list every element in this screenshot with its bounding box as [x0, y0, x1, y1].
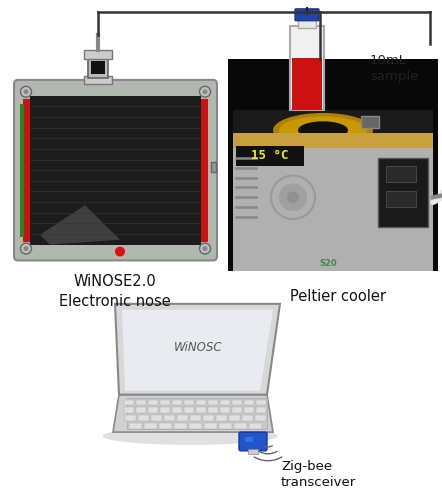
Bar	[233, 148, 433, 271]
Bar	[203, 415, 214, 421]
Bar	[84, 50, 112, 59]
Bar	[361, 116, 379, 128]
Bar	[20, 103, 24, 237]
Polygon shape	[115, 304, 280, 395]
Text: 10mL
sample: 10mL sample	[370, 54, 419, 83]
Bar	[159, 423, 172, 429]
Bar	[204, 423, 217, 429]
Bar	[129, 423, 142, 429]
Ellipse shape	[279, 116, 367, 144]
Bar	[256, 399, 266, 405]
Bar	[244, 407, 254, 413]
Bar	[292, 58, 322, 109]
Bar	[148, 407, 158, 413]
Text: WiNOSC: WiNOSC	[174, 341, 222, 354]
Circle shape	[202, 89, 207, 94]
Polygon shape	[122, 310, 273, 391]
Bar	[208, 407, 218, 413]
Bar	[233, 110, 433, 138]
Bar	[138, 415, 149, 421]
Bar	[177, 415, 188, 421]
Bar	[228, 59, 438, 271]
Bar	[386, 166, 416, 182]
Bar	[232, 407, 242, 413]
Bar	[136, 399, 146, 405]
Bar	[30, 96, 201, 245]
Bar	[23, 99, 30, 242]
Circle shape	[20, 243, 31, 254]
Bar	[144, 423, 157, 429]
Bar	[208, 399, 218, 405]
Circle shape	[202, 246, 207, 251]
Ellipse shape	[273, 113, 373, 148]
Bar	[298, 18, 316, 28]
Bar	[184, 407, 194, 413]
Text: Peltier cooler: Peltier cooler	[290, 289, 386, 304]
Bar	[232, 399, 242, 405]
Bar	[124, 399, 134, 405]
Bar	[234, 423, 247, 429]
Text: WiNOSE2.0
Electronic nose: WiNOSE2.0 Electronic nose	[59, 274, 171, 309]
Circle shape	[199, 243, 210, 254]
Circle shape	[20, 86, 31, 97]
Bar	[91, 61, 105, 74]
Bar	[220, 399, 230, 405]
Bar	[189, 423, 202, 429]
Bar	[233, 113, 433, 271]
Bar	[249, 423, 262, 429]
FancyBboxPatch shape	[295, 9, 319, 21]
Bar	[196, 399, 206, 405]
Polygon shape	[113, 395, 273, 432]
Bar	[184, 399, 194, 405]
Bar	[136, 407, 146, 413]
Bar	[248, 449, 258, 454]
Circle shape	[23, 89, 28, 94]
Bar	[172, 399, 182, 405]
Bar	[386, 192, 416, 207]
Bar	[88, 58, 108, 78]
Bar	[201, 99, 208, 242]
Bar	[219, 423, 232, 429]
Bar	[84, 76, 112, 84]
Bar	[245, 437, 253, 442]
Bar	[244, 399, 254, 405]
Circle shape	[199, 86, 210, 97]
Bar	[196, 407, 206, 413]
Bar	[242, 415, 253, 421]
Circle shape	[23, 246, 28, 251]
Text: 15 °C: 15 °C	[251, 149, 289, 162]
Bar	[151, 415, 162, 421]
Ellipse shape	[103, 427, 278, 445]
Bar	[211, 162, 216, 172]
Bar	[164, 415, 175, 421]
Bar	[148, 399, 158, 405]
Bar	[127, 397, 267, 429]
FancyBboxPatch shape	[239, 432, 267, 451]
Bar	[216, 415, 227, 421]
Polygon shape	[40, 205, 120, 245]
Bar	[172, 407, 182, 413]
Bar	[229, 415, 240, 421]
Bar	[125, 415, 136, 421]
Bar	[160, 407, 170, 413]
Circle shape	[279, 184, 307, 211]
Bar	[220, 407, 230, 413]
Ellipse shape	[298, 121, 348, 139]
Circle shape	[287, 192, 299, 203]
Bar	[190, 415, 201, 421]
Bar	[255, 415, 266, 421]
FancyBboxPatch shape	[14, 80, 217, 260]
Bar	[256, 407, 266, 413]
Bar	[160, 399, 170, 405]
Bar	[174, 423, 187, 429]
Text: Zig-bee
transceiver: Zig-bee transceiver	[281, 460, 356, 489]
Circle shape	[271, 176, 315, 219]
Circle shape	[115, 247, 125, 256]
Bar	[290, 26, 324, 109]
Bar	[236, 146, 304, 166]
Bar	[378, 158, 428, 227]
Bar	[124, 407, 134, 413]
Text: S20: S20	[319, 259, 337, 268]
Bar	[233, 133, 433, 148]
